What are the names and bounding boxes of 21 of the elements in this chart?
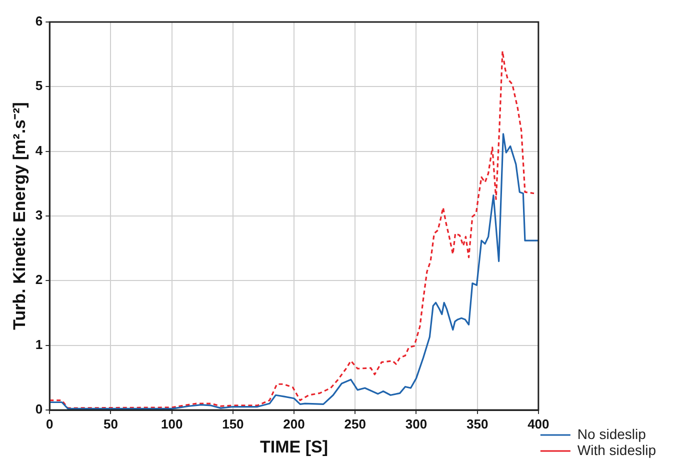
x-tick-label: 200 [283, 416, 305, 432]
y-tick-label: 3 [35, 208, 43, 223]
legend-label: With sideslip [577, 442, 656, 458]
y-tick-label: 0 [35, 402, 43, 417]
x-tick-label: 0 [46, 416, 54, 432]
x-tick-label: 50 [103, 416, 118, 432]
y-axis-title: Turb. Kinetic Energy [m².s⁻²] [10, 102, 29, 330]
x-tick-label: 150 [222, 416, 244, 432]
legend-label: No sideslip [577, 426, 646, 442]
x-tick-label: 250 [344, 416, 366, 432]
y-tick-label: 6 [35, 14, 43, 29]
x-tick-label: 350 [466, 416, 488, 432]
y-tick-label: 2 [35, 272, 43, 288]
x-tick-label: 400 [528, 416, 550, 432]
y-tick-label: 4 [35, 142, 44, 158]
x-axis-title: TIME [S] [260, 437, 328, 456]
y-tick-label: 5 [35, 78, 43, 94]
line-series [50, 50, 535, 409]
x-tick-label: 100 [160, 416, 183, 432]
y-tick-label: 1 [35, 336, 43, 352]
x-tick-label: 300 [405, 416, 428, 432]
